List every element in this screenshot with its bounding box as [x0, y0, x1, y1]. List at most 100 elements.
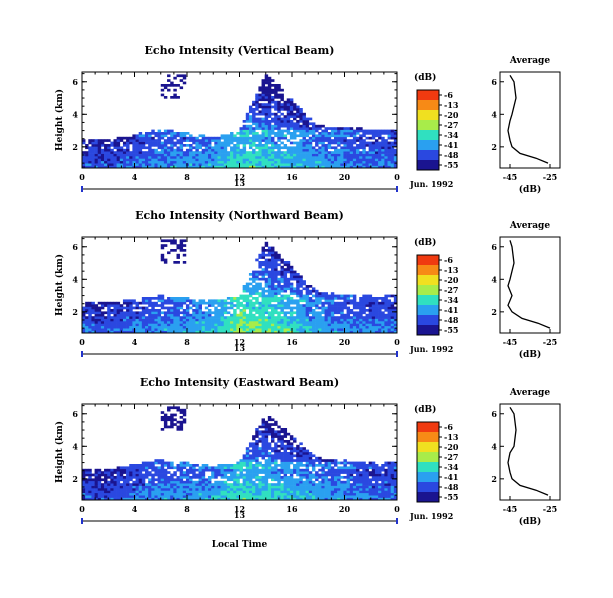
heatmap-cell — [97, 480, 102, 484]
heatmap-cell — [138, 478, 143, 482]
heatmap-cell — [381, 153, 385, 157]
heatmap-cell — [296, 105, 300, 109]
heatmap-cell — [293, 492, 297, 496]
heatmap-cell — [248, 476, 253, 479]
heatmap-cell — [277, 476, 281, 479]
heatmap-cell — [359, 156, 363, 159]
heatmap-cell — [327, 141, 332, 145]
heatmap-cell — [271, 323, 275, 327]
heatmap-cell — [362, 306, 366, 310]
heatmap-cell — [359, 328, 363, 331]
heatmap-cell — [327, 468, 332, 472]
heatmap-cell — [192, 165, 196, 169]
heatmap-cell — [318, 485, 322, 489]
heatmap-cell — [283, 461, 288, 465]
heatmap-cell — [189, 139, 193, 142]
heatmap-cell — [141, 146, 146, 150]
heatmap-cell — [176, 488, 180, 491]
heatmap-cell — [135, 163, 139, 166]
heatmap-cell — [204, 146, 209, 150]
heatmap-cell — [274, 100, 278, 104]
heatmap-cell — [245, 129, 250, 133]
heatmap-cell — [384, 139, 388, 142]
heatmap-cell — [252, 495, 256, 498]
heatmap-cell — [286, 485, 291, 489]
heatmap-cell — [97, 301, 102, 305]
heatmap-cell — [293, 459, 297, 462]
heatmap-cell — [245, 158, 250, 162]
heatmap-cell — [289, 449, 294, 453]
heatmap-cell — [255, 160, 259, 164]
heatmap-cell — [334, 478, 338, 482]
heatmap-cell — [217, 146, 221, 150]
heatmap-cell — [236, 165, 240, 169]
heatmap-cell — [308, 323, 313, 327]
heatmap-cell — [141, 316, 146, 319]
heatmap-cell — [264, 163, 269, 166]
heatmap-cell — [324, 471, 328, 474]
heatmap-cell — [356, 325, 360, 329]
heatmap-cell — [242, 316, 247, 319]
heatmap-cell — [252, 277, 256, 281]
heatmap-cell — [296, 153, 300, 157]
heatmap-cell — [129, 304, 133, 307]
heatmap-cell — [255, 287, 259, 291]
heatmap-cell — [318, 127, 322, 130]
heatmap-cell — [148, 151, 152, 154]
heatmap-cell — [318, 313, 322, 317]
heatmap-cell — [390, 156, 395, 159]
heatmap-cell — [151, 163, 155, 166]
heatmap-cell — [374, 129, 379, 133]
heatmap-cell — [280, 459, 284, 462]
heatmap-cell — [261, 144, 265, 147]
heatmap-cell — [195, 301, 199, 305]
heatmap-cell — [119, 309, 124, 312]
heatmap-cell — [204, 158, 209, 162]
heatmap-cell — [173, 306, 177, 310]
heatmap-cell — [267, 454, 272, 458]
heatmap-cell — [274, 256, 278, 259]
heatmap-cell — [91, 478, 95, 482]
heatmap-cell — [346, 299, 351, 303]
heatmap-cell — [337, 478, 341, 482]
heatmap-cell — [157, 321, 162, 324]
heatmap-cell — [371, 134, 376, 138]
heatmap-cell — [226, 325, 231, 329]
colorbar-swatch — [417, 285, 439, 296]
heatmap-cell — [129, 473, 133, 477]
heatmap-cell — [248, 151, 253, 154]
heatmap-cell — [362, 316, 366, 319]
heatmap-cell — [280, 321, 284, 324]
heatmap-cell — [271, 270, 275, 274]
heatmap-cell — [126, 325, 130, 329]
heatmap-cell — [151, 306, 155, 310]
heatmap-cell — [91, 148, 95, 152]
heatmap-cell — [116, 148, 121, 152]
heatmap-cell — [305, 292, 310, 295]
heatmap-cell — [362, 297, 366, 300]
heatmap-cell — [214, 328, 218, 331]
heatmap-cell — [255, 311, 259, 315]
heatmap-cell — [245, 115, 250, 118]
heatmap-cell — [100, 163, 105, 166]
heatmap-cell — [346, 316, 351, 319]
heatmap-cell — [233, 476, 237, 479]
heatmap-cell — [252, 476, 256, 479]
heatmap-cell — [176, 246, 180, 250]
heatmap-cell — [293, 132, 297, 135]
heatmap-cell — [271, 318, 275, 322]
heatmap-cell — [349, 299, 354, 303]
heatmap-cell — [242, 299, 247, 303]
heatmap-cell — [230, 313, 234, 317]
heatmap-cell — [201, 325, 206, 329]
heatmap-cell — [179, 497, 184, 501]
heatmap-cell — [283, 497, 288, 501]
heatmap-cell — [365, 132, 369, 135]
heatmap-cell — [157, 483, 162, 486]
heatmap-cell — [305, 490, 310, 494]
heatmap-cell — [217, 151, 221, 154]
heatmap-cell — [356, 311, 360, 315]
heatmap-cell — [185, 309, 190, 312]
heatmap-cell — [129, 488, 133, 491]
heatmap-cell — [299, 452, 303, 455]
